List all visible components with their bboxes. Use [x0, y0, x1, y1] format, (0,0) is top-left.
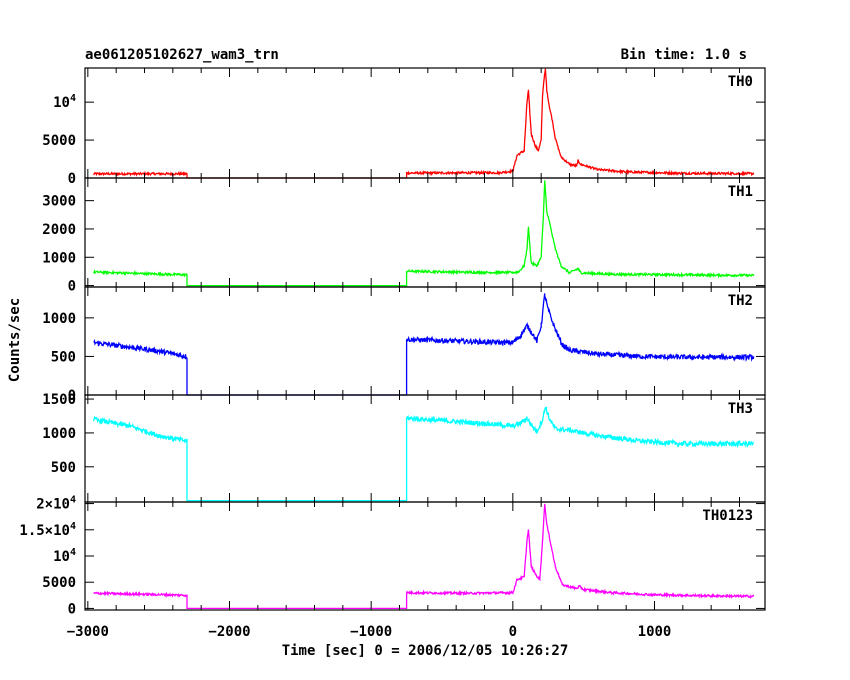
- x-axis-label: Time [sec] 0 = 2006/12/05 10:26:27: [282, 643, 569, 659]
- y-tick-label: 0: [68, 279, 76, 295]
- series-th0123: [93, 503, 755, 610]
- y-tick-label: 3000: [42, 194, 76, 210]
- y-tick-label: 5000: [42, 133, 76, 149]
- panel-frame: [84, 67, 766, 179]
- series-label: TH0: [728, 74, 753, 90]
- x-tick-label: −3000: [67, 624, 109, 640]
- x-tick-label: 1000: [638, 624, 672, 640]
- panel-th3: 500 1000 1500 TH3: [42, 392, 766, 503]
- y-tick-label: 1000: [42, 426, 76, 442]
- y-tick-label: 1.5×104: [19, 521, 76, 539]
- x-tick-label: 0: [509, 624, 517, 640]
- bin-time-label: Bin time: 1.0 s: [621, 47, 747, 63]
- y-tick-label: 0: [68, 601, 76, 617]
- series-label: TH2: [728, 293, 753, 309]
- y-tick-label: 5000: [42, 575, 76, 591]
- series-label: TH1: [728, 184, 753, 200]
- x-tick-label: −2000: [208, 624, 250, 640]
- series-label: TH3: [728, 401, 753, 417]
- y-tick-label: 2000: [42, 222, 76, 238]
- y-tick-label: 1500: [42, 392, 76, 408]
- series-label: TH0123: [702, 508, 753, 524]
- panel-frame: [84, 501, 766, 611]
- series-th0: [92, 68, 755, 179]
- y-axis-label: Counts/sec: [7, 298, 23, 382]
- y-tick-label: 2×104: [36, 495, 76, 513]
- y-tick-label: 500: [51, 349, 76, 365]
- y-tick-label: 104: [53, 93, 76, 111]
- series-th3: [92, 406, 755, 502]
- y-tick-label: 104: [53, 547, 76, 565]
- y-tick-label: 500: [51, 460, 76, 476]
- series-th2: [93, 293, 755, 396]
- panel-th2: 0 500 1000 TH2: [42, 286, 766, 404]
- y-tick-label: 0: [68, 171, 76, 187]
- x-tick-label: −1000: [350, 624, 392, 640]
- panel-th1: 0 1000 2000 3000 TH1: [42, 177, 766, 295]
- y-tick-label: 1000: [42, 311, 76, 327]
- series-th1: [92, 180, 755, 287]
- panel-th0123: 0 5000 104 1.5×104 2×104 TH0123: [19, 495, 766, 617]
- y-tick-label: 0: [68, 388, 76, 404]
- y-tick-label: 1000: [42, 250, 76, 266]
- panel-th0: 0 5000 104 TH0: [42, 67, 766, 187]
- chart-title: ae061205102627_wam3_trn: [85, 47, 279, 63]
- panels: 05000104TH00100020003000TH105001000TH250…: [19, 67, 766, 640]
